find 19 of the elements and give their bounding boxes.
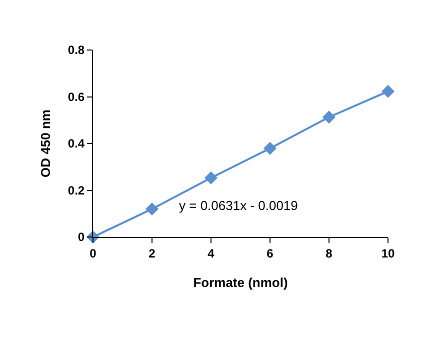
y-axis-title: OD 450 nm bbox=[38, 110, 53, 178]
annotation: y = 0.0631x - 0.0019 bbox=[179, 198, 298, 213]
y-tick-label: 0.6 bbox=[68, 90, 85, 104]
point bbox=[204, 171, 218, 184]
point bbox=[264, 142, 276, 155]
x-axis-title: Formate (nmol) bbox=[193, 275, 288, 290]
y-tick-label: 0.4 bbox=[68, 136, 85, 151]
x-tick-label: 2 bbox=[148, 246, 156, 260]
point bbox=[322, 110, 336, 124]
x-tick-label: 0 bbox=[90, 246, 97, 260]
x-tick-label: 10 bbox=[381, 246, 395, 260]
point bbox=[382, 84, 394, 98]
point bbox=[146, 202, 158, 216]
y-tick-label: 0 bbox=[78, 230, 85, 244]
x-tick-label: 4 bbox=[208, 246, 215, 260]
y-tick-label: 0.2 bbox=[68, 183, 85, 198]
x-tick-label: 8 bbox=[326, 246, 333, 260]
x-tick-label: 6 bbox=[266, 246, 274, 260]
y-tick-label: 0.8 bbox=[68, 43, 85, 58]
